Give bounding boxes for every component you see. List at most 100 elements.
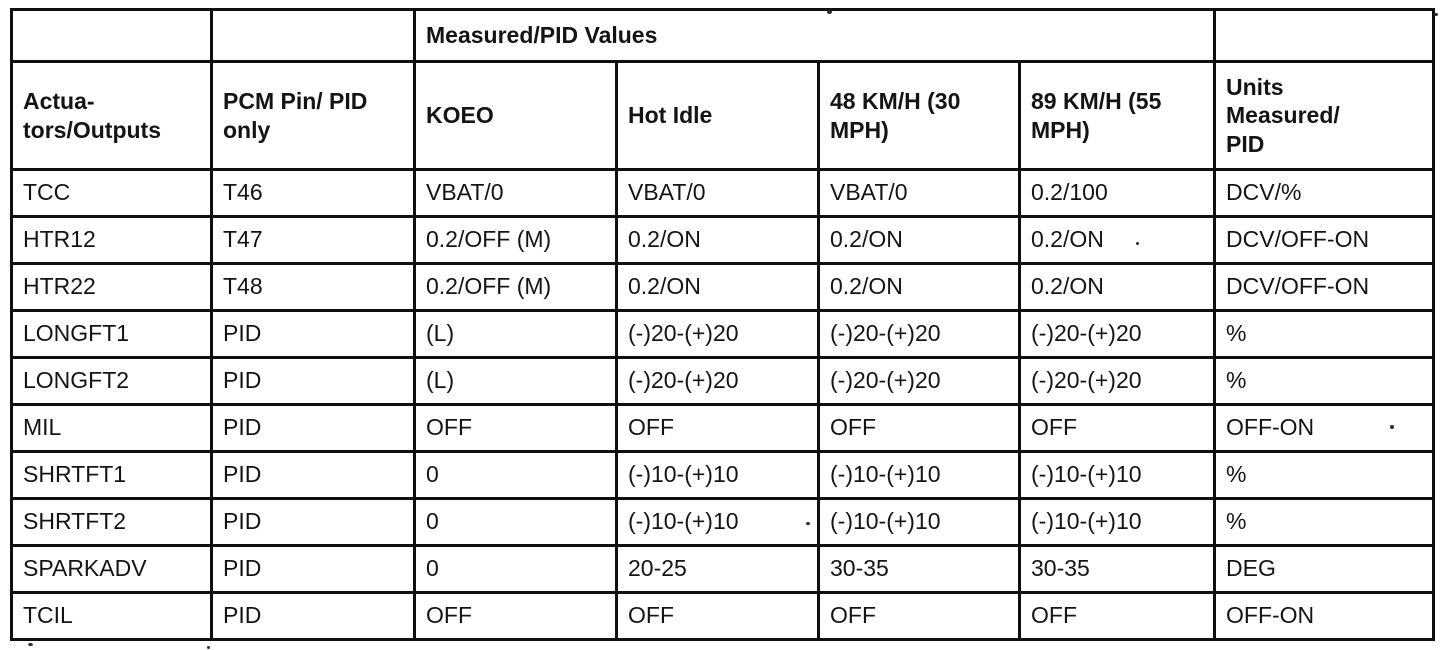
column-header-89kmh: 89 KM/H (55 MPH)	[1017, 60, 1217, 171]
scan-artifact-dot	[1434, 13, 1438, 16]
cell-hot_idle: OFF	[615, 591, 820, 641]
cell-pcm_pin_pid_only: PID	[210, 309, 416, 359]
cell-kmh89_mph55: OFF	[1017, 591, 1217, 641]
cell-units_measured_pid: %	[1213, 309, 1436, 359]
column-header-48kmh: 48 KM/H (30 MPH)	[817, 60, 1021, 171]
cell-kmh48_mph30: (-)20-(+)20	[817, 356, 1021, 406]
cell-koeo: 0	[413, 544, 618, 594]
group-header-row: Measured/PID Values	[10, 8, 1436, 63]
table-row-shrtft2: SHRTFT2 PID 0 (-)10-(+)10 (-)10-(+)10 (-)10-(…	[10, 497, 1436, 547]
cell-hot_idle: 0.2/ON	[615, 262, 820, 312]
cell-kmh89_mph55: 0.2/ON	[1017, 215, 1217, 265]
cell-hot_idle: 0.2/ON	[615, 215, 820, 265]
cell-units_measured_pid: OFF-ON	[1213, 403, 1436, 453]
blank-header-cell	[10, 8, 213, 63]
cell-units_measured_pid: DCV/OFF-ON	[1213, 215, 1436, 265]
table-row-tcc: TCC T46 VBAT/0 VBAT/0 VBAT/0 0.2/100 DCV/%	[10, 168, 1436, 218]
column-header-pcm-pin-pid-only: PCM Pin/ PID only	[210, 60, 416, 171]
cell-units_measured_pid: %	[1213, 356, 1436, 406]
measured-pid-values-header: Measured/PID Values	[412, 8, 1217, 63]
cell-units_measured_pid: DCV/%	[1213, 168, 1436, 218]
cell-pcm_pin_pid_only: T46	[210, 168, 416, 218]
cell-hot_idle: (-)20-(+)20	[615, 309, 820, 359]
blank-header-cell	[1213, 8, 1436, 63]
cell-actuators_outputs: TCC	[10, 168, 213, 218]
cell-kmh89_mph55: (-)10-(+)10	[1017, 450, 1217, 500]
table-row-sparkadv: SPARKADV PID 0 20-25 30-35 30-35 DEG	[10, 544, 1436, 594]
column-header-hot-idle: Hot Idle	[615, 60, 820, 171]
cell-koeo: OFF	[413, 403, 618, 453]
cell-pcm_pin_pid_only: PID	[210, 497, 416, 547]
scan-artifact-dot	[28, 643, 33, 646]
cell-kmh48_mph30: (-)10-(+)10	[817, 497, 1021, 547]
cell-kmh48_mph30: (-)20-(+)20	[817, 309, 1021, 359]
cell-kmh89_mph55: OFF	[1017, 403, 1217, 453]
cell-pcm_pin_pid_only: T48	[210, 262, 416, 312]
cell-hot_idle: 20-25	[615, 544, 820, 594]
cell-actuators_outputs: HTR22	[10, 262, 213, 312]
cell-kmh48_mph30: 30-35	[817, 544, 1021, 594]
cell-koeo: 0	[413, 450, 618, 500]
cell-kmh48_mph30: 0.2/ON	[817, 262, 1021, 312]
cell-kmh89_mph55: (-)20-(+)20	[1017, 356, 1217, 406]
table-row-longft1: LONGFT1 PID (L) (-)20-(+)20 (-)20-(+)20 (-)20…	[10, 309, 1436, 359]
table-body: TCC T46 VBAT/0 VBAT/0 VBAT/0 0.2/100 DCV/% HTR1…	[10, 168, 1436, 641]
blank-header-cell	[210, 8, 416, 63]
table-row-mil: MIL PID OFF OFF OFF OFF OFF-ON	[10, 403, 1436, 453]
cell-hot_idle: (-)10-(+)10	[615, 450, 820, 500]
cell-kmh89_mph55: 0.2/100	[1017, 168, 1217, 218]
cell-pcm_pin_pid_only: PID	[210, 356, 416, 406]
cell-koeo: (L)	[413, 309, 618, 359]
cell-actuators_outputs: LONGFT2	[10, 356, 213, 406]
cell-units_measured_pid: %	[1213, 497, 1436, 547]
column-header-actuators-outputs: Actua- tors/Outputs	[10, 60, 213, 171]
cell-hot_idle: (-)20-(+)20	[615, 356, 820, 406]
cell-actuators_outputs: LONGFT1	[10, 309, 213, 359]
cell-kmh48_mph30: 0.2/ON	[817, 215, 1021, 265]
scan-artifact-dot	[827, 10, 832, 14]
cell-kmh48_mph30: OFF	[817, 591, 1021, 641]
cell-koeo: 0.2/OFF (M)	[413, 215, 618, 265]
cell-actuators_outputs: MIL	[10, 403, 213, 453]
column-header-koeo: KOEO	[413, 60, 618, 171]
cell-units_measured_pid: OFF-ON	[1213, 591, 1436, 641]
cell-koeo: 0	[413, 497, 618, 547]
cell-koeo: 0.2/OFF (M)	[413, 262, 618, 312]
cell-kmh89_mph55: (-)20-(+)20	[1017, 309, 1217, 359]
cell-kmh89_mph55: 30-35	[1017, 544, 1217, 594]
scan-artifact-dot	[1390, 425, 1394, 429]
cell-kmh48_mph30: VBAT/0	[817, 168, 1021, 218]
cell-hot_idle: (-)10-(+)10	[615, 497, 820, 547]
cell-koeo: OFF	[413, 591, 618, 641]
table-row-tcil: TCIL PID OFF OFF OFF OFF OFF-ON	[10, 591, 1436, 641]
cell-actuators_outputs: SHRTFT2	[10, 497, 213, 547]
cell-koeo: VBAT/0	[413, 168, 618, 218]
cell-kmh48_mph30: (-)10-(+)10	[817, 450, 1021, 500]
actuator-output-pid-table: Measured/PID Values Actua- tors/Outputs …	[10, 8, 1436, 641]
cell-koeo: (L)	[413, 356, 618, 406]
cell-actuators_outputs: TCIL	[10, 591, 213, 641]
cell-actuators_outputs: HTR12	[10, 215, 213, 265]
cell-kmh48_mph30: OFF	[817, 403, 1021, 453]
cell-pcm_pin_pid_only: T47	[210, 215, 416, 265]
table-row-longft2: LONGFT2 PID (L) (-)20-(+)20 (-)20-(+)20 (-)20…	[10, 356, 1436, 406]
cell-kmh89_mph55: 0.2/ON	[1017, 262, 1217, 312]
cell-hot_idle: OFF	[615, 403, 820, 453]
scan-artifact-dot	[207, 646, 210, 649]
cell-units_measured_pid: %	[1213, 450, 1436, 500]
cell-units_measured_pid: DEG	[1213, 544, 1436, 594]
cell-hot_idle: VBAT/0	[615, 168, 820, 218]
scan-artifact-dot	[806, 522, 810, 525]
cell-pcm_pin_pid_only: PID	[210, 403, 416, 453]
cell-pcm_pin_pid_only: PID	[210, 450, 416, 500]
cell-pcm_pin_pid_only: PID	[210, 591, 416, 641]
column-header-units-measured-pid: Units Measured/ PID	[1213, 60, 1436, 171]
table-row-htr22: HTR22 T48 0.2/OFF (M) 0.2/ON 0.2/ON 0.2/ON DCV…	[10, 262, 1436, 312]
scan-artifact-dot	[1136, 242, 1139, 245]
cell-kmh89_mph55: (-)10-(+)10	[1017, 497, 1217, 547]
column-header-row: Actua- tors/Outputs PCM Pin/ PID only KO…	[10, 60, 1436, 171]
table-row-shrtft1: SHRTFT1 PID 0 (-)10-(+)10 (-)10-(+)10 (-)10-(…	[10, 450, 1436, 500]
table-row-htr12: HTR12 T47 0.2/OFF (M) 0.2/ON 0.2/ON 0.2/ON DCV…	[10, 215, 1436, 265]
cell-actuators_outputs: SPARKADV	[10, 544, 213, 594]
